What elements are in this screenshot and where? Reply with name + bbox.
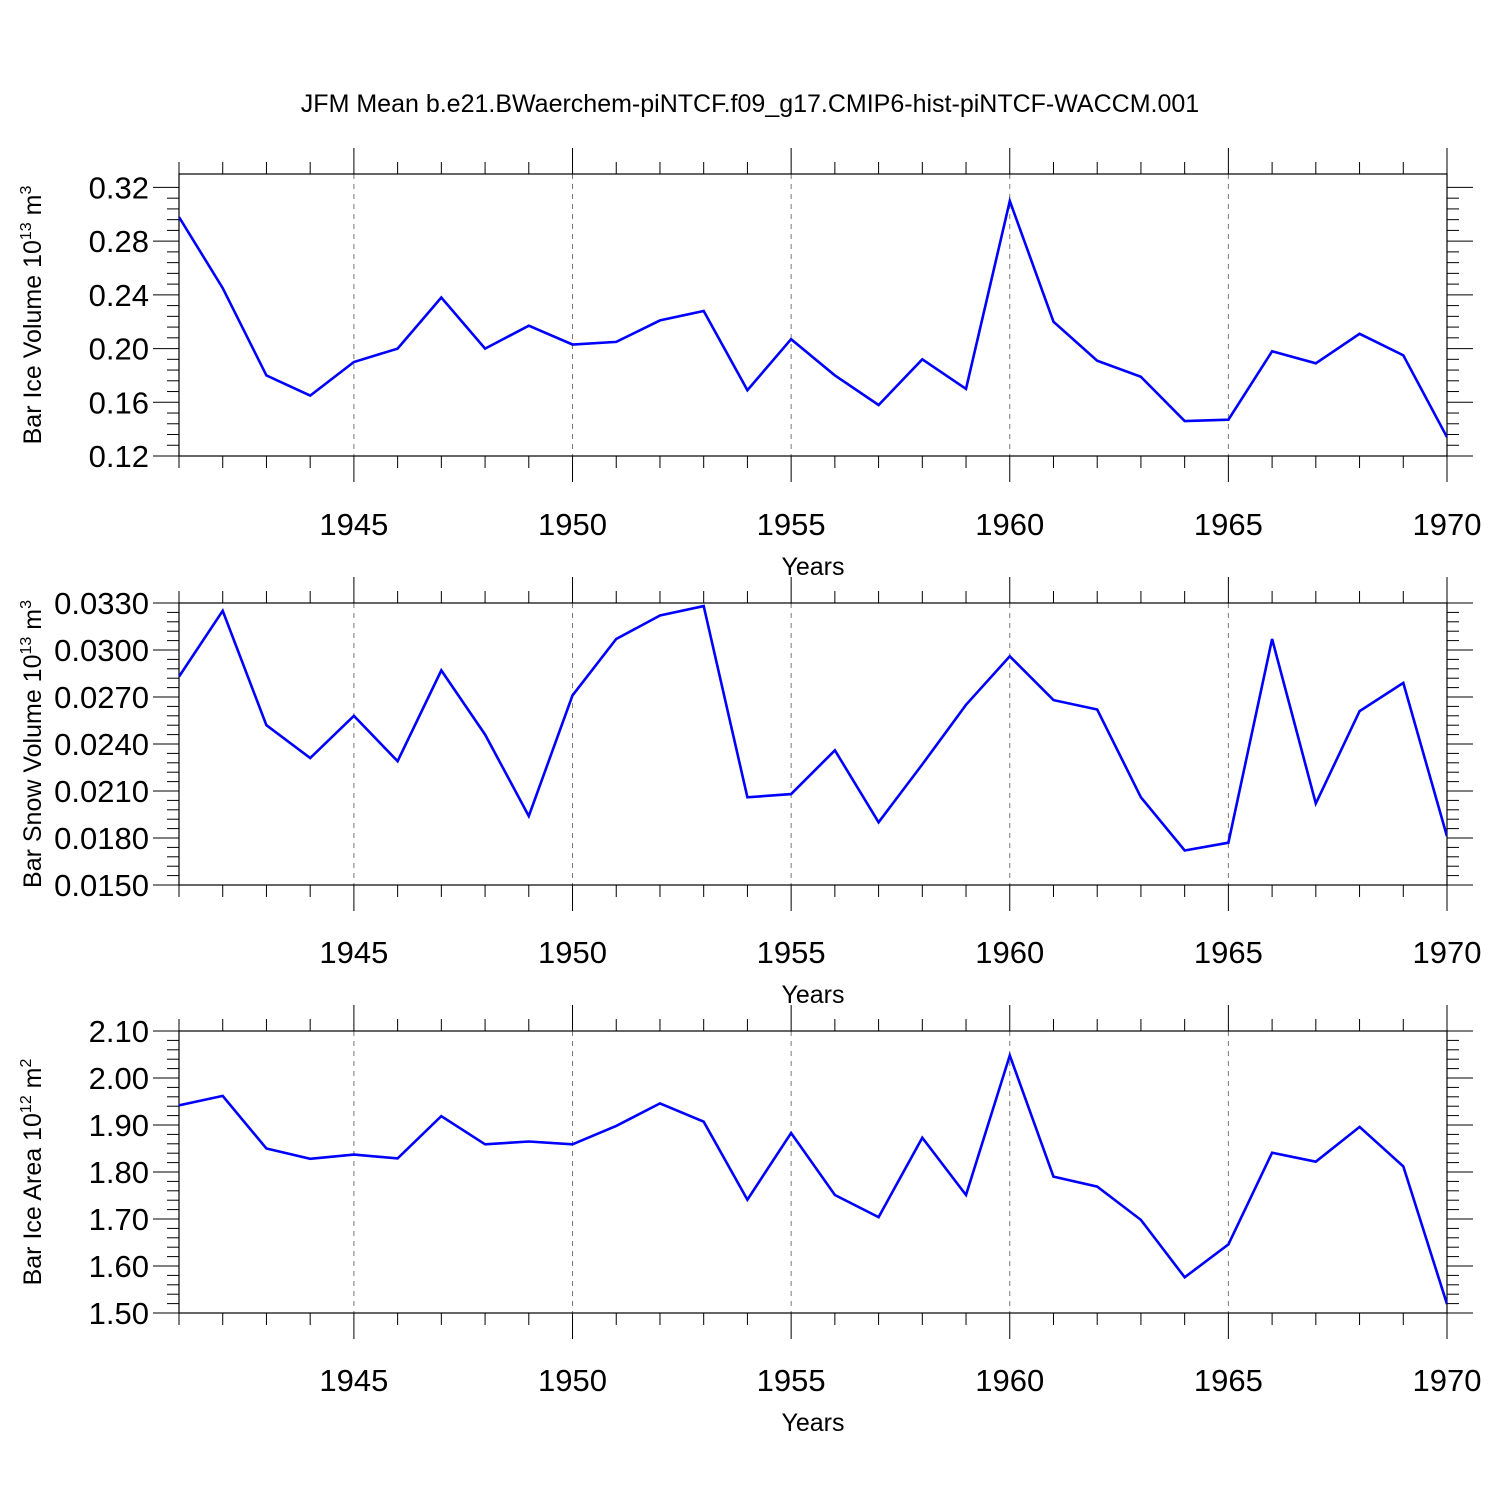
y-tick-label: 1.60 bbox=[89, 1249, 149, 1284]
y-tick-label: 0.0180 bbox=[54, 821, 149, 856]
y-tick-label: 0.0240 bbox=[54, 727, 149, 762]
y-axis-label: Bar Ice Area 1012 m2 bbox=[18, 1059, 47, 1286]
chart-panel-2: 0.0150 0.0180 0.0210 0.0240 0.0270 0.0300 0.03… bbox=[18, 577, 1481, 1009]
series-line bbox=[179, 1051, 1447, 1305]
y-tick-label: 1.90 bbox=[89, 1108, 149, 1143]
x-tick-label: 1965 bbox=[1194, 507, 1263, 542]
plot-frame bbox=[178, 602, 1448, 886]
y-tick-label: 0.24 bbox=[89, 278, 149, 313]
y-axis-label: Bar Ice Volume 1013 m3 bbox=[18, 186, 47, 445]
panels: 0.12 0.16 0.20 0.24 0.28 0.32 1945 1950 1955 1960… bbox=[18, 148, 1481, 1437]
plot-frame bbox=[178, 1030, 1448, 1314]
y-tick-label: 0.12 bbox=[89, 439, 149, 474]
y-tick-label: 0.0330 bbox=[54, 586, 149, 621]
y-tick-label: 0.28 bbox=[89, 224, 149, 259]
y-tick-label: 2.00 bbox=[89, 1061, 149, 1096]
y-tick-label: 0.0210 bbox=[54, 774, 149, 809]
x-tick-label: 1945 bbox=[319, 507, 388, 542]
y-tick-label: 1.70 bbox=[89, 1202, 149, 1237]
x-tick-label: 1960 bbox=[975, 1363, 1044, 1398]
x-tick-label: 1970 bbox=[1413, 935, 1482, 970]
x-tick-label: 1955 bbox=[757, 935, 826, 970]
x-tick-label: 1970 bbox=[1413, 507, 1482, 542]
series-line bbox=[179, 196, 1447, 438]
plot-frame bbox=[178, 173, 1448, 457]
chart-panel-1: 0.12 0.16 0.20 0.24 0.28 0.32 1945 1950 1955 1960… bbox=[18, 148, 1481, 581]
x-tick-label: 1955 bbox=[757, 507, 826, 542]
x-tick-label: 1965 bbox=[1194, 935, 1263, 970]
x-axis-label: Years bbox=[781, 1409, 844, 1437]
x-tick-label: 1960 bbox=[975, 935, 1044, 970]
y-tick-label: 0.0270 bbox=[54, 680, 149, 715]
y-tick-label: 0.0150 bbox=[54, 868, 149, 903]
y-tick-label: 0.0300 bbox=[54, 633, 149, 668]
chart-panel-3: 1.50 1.60 1.70 1.80 1.90 2.00 2.10 1945 1950 1955… bbox=[18, 1005, 1481, 1437]
y-tick-label: 0.32 bbox=[89, 170, 149, 205]
x-tick-label: 1960 bbox=[975, 507, 1044, 542]
x-tick-label: 1950 bbox=[538, 935, 607, 970]
x-tick-label: 1955 bbox=[757, 1363, 826, 1398]
x-tick-label: 1945 bbox=[319, 1363, 388, 1398]
x-tick-label: 1950 bbox=[538, 507, 607, 542]
y-tick-label: 0.20 bbox=[89, 332, 149, 367]
y-tick-label: 1.80 bbox=[89, 1155, 149, 1190]
y-tick-label: 2.10 bbox=[89, 1014, 149, 1049]
x-tick-label: 1965 bbox=[1194, 1363, 1263, 1398]
series-line bbox=[179, 604, 1447, 852]
x-axis-label: Years bbox=[781, 981, 844, 1009]
y-tick-label: 1.50 bbox=[89, 1296, 149, 1331]
x-axis-label: Years bbox=[781, 553, 844, 581]
figure-title: JFM Mean b.e21.BWaerchem-piNTCF.f09_g17.… bbox=[301, 90, 1199, 118]
x-tick-label: 1970 bbox=[1413, 1363, 1482, 1398]
y-axis-label: Bar Snow Volume 1013 m3 bbox=[18, 600, 47, 888]
y-tick-label: 0.16 bbox=[89, 385, 149, 420]
x-tick-label: 1950 bbox=[538, 1363, 607, 1398]
x-tick-label: 1945 bbox=[319, 935, 388, 970]
